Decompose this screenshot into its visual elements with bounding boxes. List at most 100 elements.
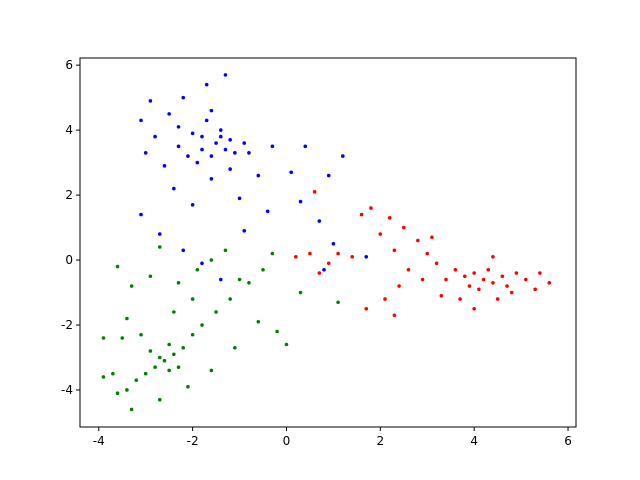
point	[538, 271, 542, 275]
point	[181, 248, 186, 253]
point	[242, 141, 247, 145]
y-tick-label: 6	[65, 58, 73, 72]
y-tick-label: 2	[65, 188, 73, 202]
point	[172, 310, 176, 314]
point	[218, 277, 223, 282]
point	[214, 141, 218, 145]
point	[157, 355, 162, 360]
point	[129, 284, 134, 288]
point	[364, 306, 369, 311]
point	[387, 216, 392, 220]
point	[434, 261, 439, 266]
point	[481, 277, 486, 282]
point	[462, 274, 467, 279]
point	[425, 251, 430, 256]
point	[214, 310, 218, 314]
point	[444, 277, 448, 282]
point	[153, 365, 157, 370]
point	[233, 151, 237, 155]
point	[190, 131, 195, 136]
point	[416, 238, 420, 243]
point	[129, 407, 134, 412]
point	[176, 125, 181, 129]
point	[172, 186, 176, 191]
point	[139, 118, 143, 123]
point	[369, 206, 373, 210]
point	[326, 173, 331, 178]
point	[176, 280, 181, 285]
point	[209, 154, 214, 158]
point	[514, 271, 519, 275]
point	[162, 358, 167, 363]
point	[218, 134, 223, 139]
point	[200, 147, 204, 152]
y-tick-label: 4	[65, 123, 73, 137]
point	[200, 261, 204, 266]
x-tick-label: 4	[470, 434, 478, 448]
point	[406, 267, 411, 272]
point	[176, 144, 181, 149]
point	[472, 271, 476, 275]
point	[303, 144, 308, 149]
point	[261, 267, 265, 272]
point	[317, 219, 322, 223]
point	[148, 99, 153, 103]
point	[336, 300, 340, 305]
x-tick-label: 0	[283, 434, 291, 448]
y-tick-label: -4	[61, 383, 73, 397]
point	[298, 290, 303, 295]
point	[458, 297, 462, 301]
y-tick-label: -2	[61, 318, 73, 332]
point	[359, 212, 364, 217]
point	[270, 144, 275, 149]
point	[237, 277, 242, 282]
point	[148, 274, 153, 279]
point	[223, 73, 228, 77]
x-tick-label: -4	[93, 434, 105, 448]
point	[209, 368, 214, 373]
point	[157, 397, 162, 402]
point	[228, 297, 232, 301]
point	[322, 267, 326, 272]
point	[204, 118, 209, 123]
point	[523, 277, 528, 282]
point	[143, 151, 148, 155]
point	[115, 264, 120, 269]
point	[242, 229, 247, 233]
point	[439, 293, 444, 298]
point	[453, 267, 458, 272]
point	[157, 245, 162, 249]
point	[430, 235, 434, 240]
point	[125, 316, 129, 321]
point	[289, 170, 293, 175]
point	[143, 371, 148, 376]
point	[209, 177, 214, 181]
point	[167, 342, 171, 347]
point	[491, 280, 495, 285]
point	[533, 287, 537, 292]
point	[167, 368, 171, 373]
point	[176, 365, 181, 370]
point	[467, 284, 472, 288]
y-tick-label: 0	[65, 253, 73, 267]
point	[157, 232, 162, 236]
point	[186, 384, 190, 389]
point	[190, 332, 195, 337]
point	[101, 336, 106, 340]
point	[317, 271, 322, 275]
point	[200, 134, 204, 139]
point	[134, 378, 139, 383]
point	[139, 212, 143, 217]
point	[223, 147, 228, 152]
point	[256, 319, 261, 324]
point	[209, 108, 214, 113]
point	[270, 251, 275, 256]
point	[509, 290, 514, 295]
point	[247, 151, 251, 155]
point	[228, 138, 232, 142]
point	[181, 95, 186, 100]
axes-frame	[79, 57, 577, 428]
point	[172, 352, 176, 357]
